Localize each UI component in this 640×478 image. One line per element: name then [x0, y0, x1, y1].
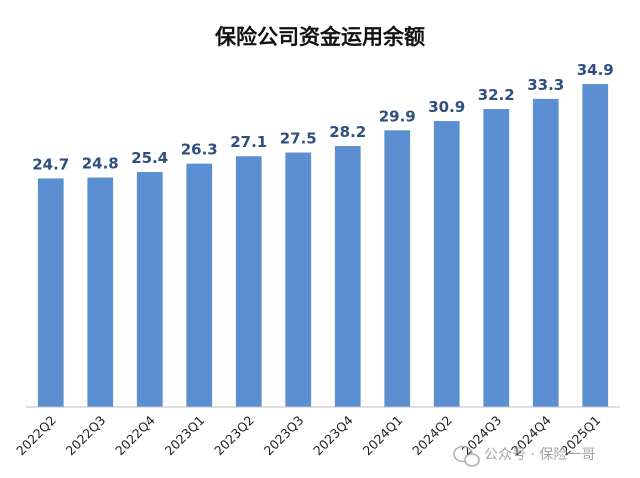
value-label-2024Q1: 29.9 [379, 107, 416, 125]
value-labels-group: 24.7 24.8 25.4 26.3 27.1 27.5 28.2 29.9 30.9 32.2… [32, 61, 614, 173]
value-label-2022Q4: 25.4 [131, 149, 168, 167]
bar-2024Q2 [433, 121, 460, 407]
bar-2024Q1 [384, 130, 411, 407]
bar-2025Q1 [582, 84, 609, 407]
value-label-2025Q1: 34.9 [577, 61, 614, 79]
watermark: 公众号 · 保险一哥 [453, 445, 595, 467]
value-label-2023Q1: 26.3 [181, 141, 218, 159]
x-tick-2022Q4: 2022Q4 [112, 412, 158, 458]
bars-group [37, 84, 609, 408]
bar-2024Q4 [532, 98, 559, 408]
bar-2022Q2 [37, 178, 64, 407]
watermark-text: 公众号 · 保险一哥 [484, 447, 595, 463]
value-label-2024Q2: 30.9 [428, 98, 465, 116]
value-label-2022Q3: 24.8 [82, 155, 119, 173]
x-tick-2023Q3: 2023Q3 [261, 413, 307, 459]
x-tick-2023Q4: 2023Q4 [310, 412, 356, 458]
value-label-2024Q4: 33.3 [527, 76, 564, 94]
bar-2023Q1 [186, 163, 213, 407]
bar-2022Q4 [136, 171, 163, 407]
x-tick-2024Q2: 2024Q2 [409, 413, 455, 459]
value-label-2023Q3: 27.5 [280, 130, 317, 148]
bar-2023Q2 [235, 156, 262, 407]
x-tick-2022Q2: 2022Q2 [13, 413, 59, 459]
x-tick-2022Q3: 2022Q3 [63, 413, 109, 459]
wechat-icon [453, 445, 480, 467]
value-label-2024Q3: 32.2 [478, 86, 515, 104]
bar-2023Q4 [334, 146, 361, 407]
x-tick-2024Q1: 2024Q1 [360, 413, 406, 459]
chart-title: 保险公司资金运用余额 [214, 25, 425, 49]
x-tick-2023Q1: 2023Q1 [162, 413, 208, 459]
value-label-2023Q2: 27.1 [230, 133, 267, 151]
bar-2022Q3 [87, 177, 114, 407]
value-label-2022Q2: 24.7 [32, 155, 69, 173]
bar-2024Q3 [483, 109, 510, 407]
bar-2023Q3 [285, 152, 312, 407]
x-tick-2023Q2: 2023Q2 [211, 413, 257, 459]
value-label-2023Q4: 28.2 [329, 123, 366, 141]
